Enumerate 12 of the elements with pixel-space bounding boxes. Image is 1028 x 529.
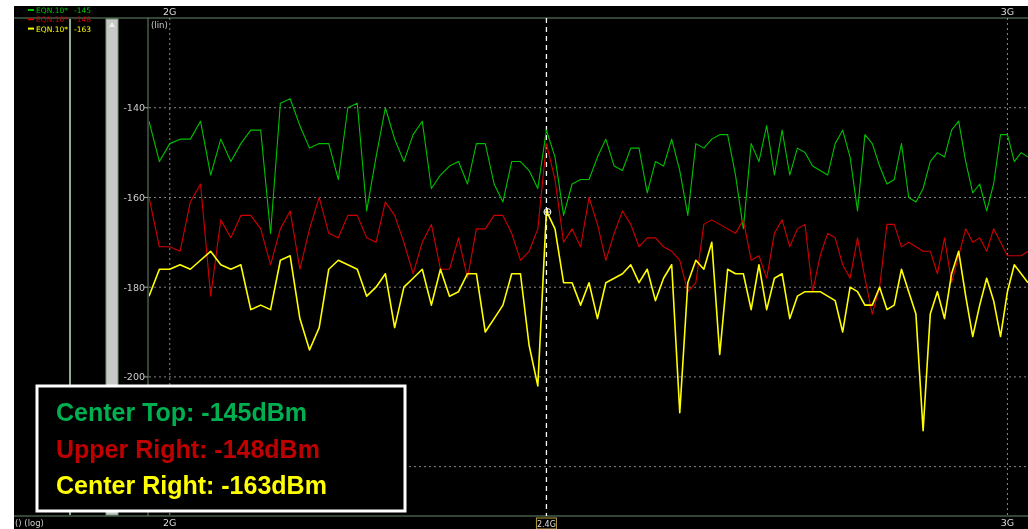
y-tick-label: -200: [123, 371, 145, 383]
y-tick-label: -180: [123, 281, 145, 293]
ref-line-label: 2.4G: [536, 519, 556, 529]
y-tick-label: -160: [123, 191, 145, 203]
x2-tick-label: 2G: [163, 6, 177, 17]
annotation: Upper Right: -148dBm: [56, 434, 320, 463]
y-axis-title: (lin): [151, 20, 168, 30]
y-tick-label: -140: [123, 102, 145, 114]
annotation: Center Right: -163dBm: [56, 471, 327, 499]
x2-tick-label: 3G: [1000, 6, 1015, 17]
text: () (log): [15, 518, 44, 528]
annotation: Center Top: -145dBm: [56, 398, 307, 426]
